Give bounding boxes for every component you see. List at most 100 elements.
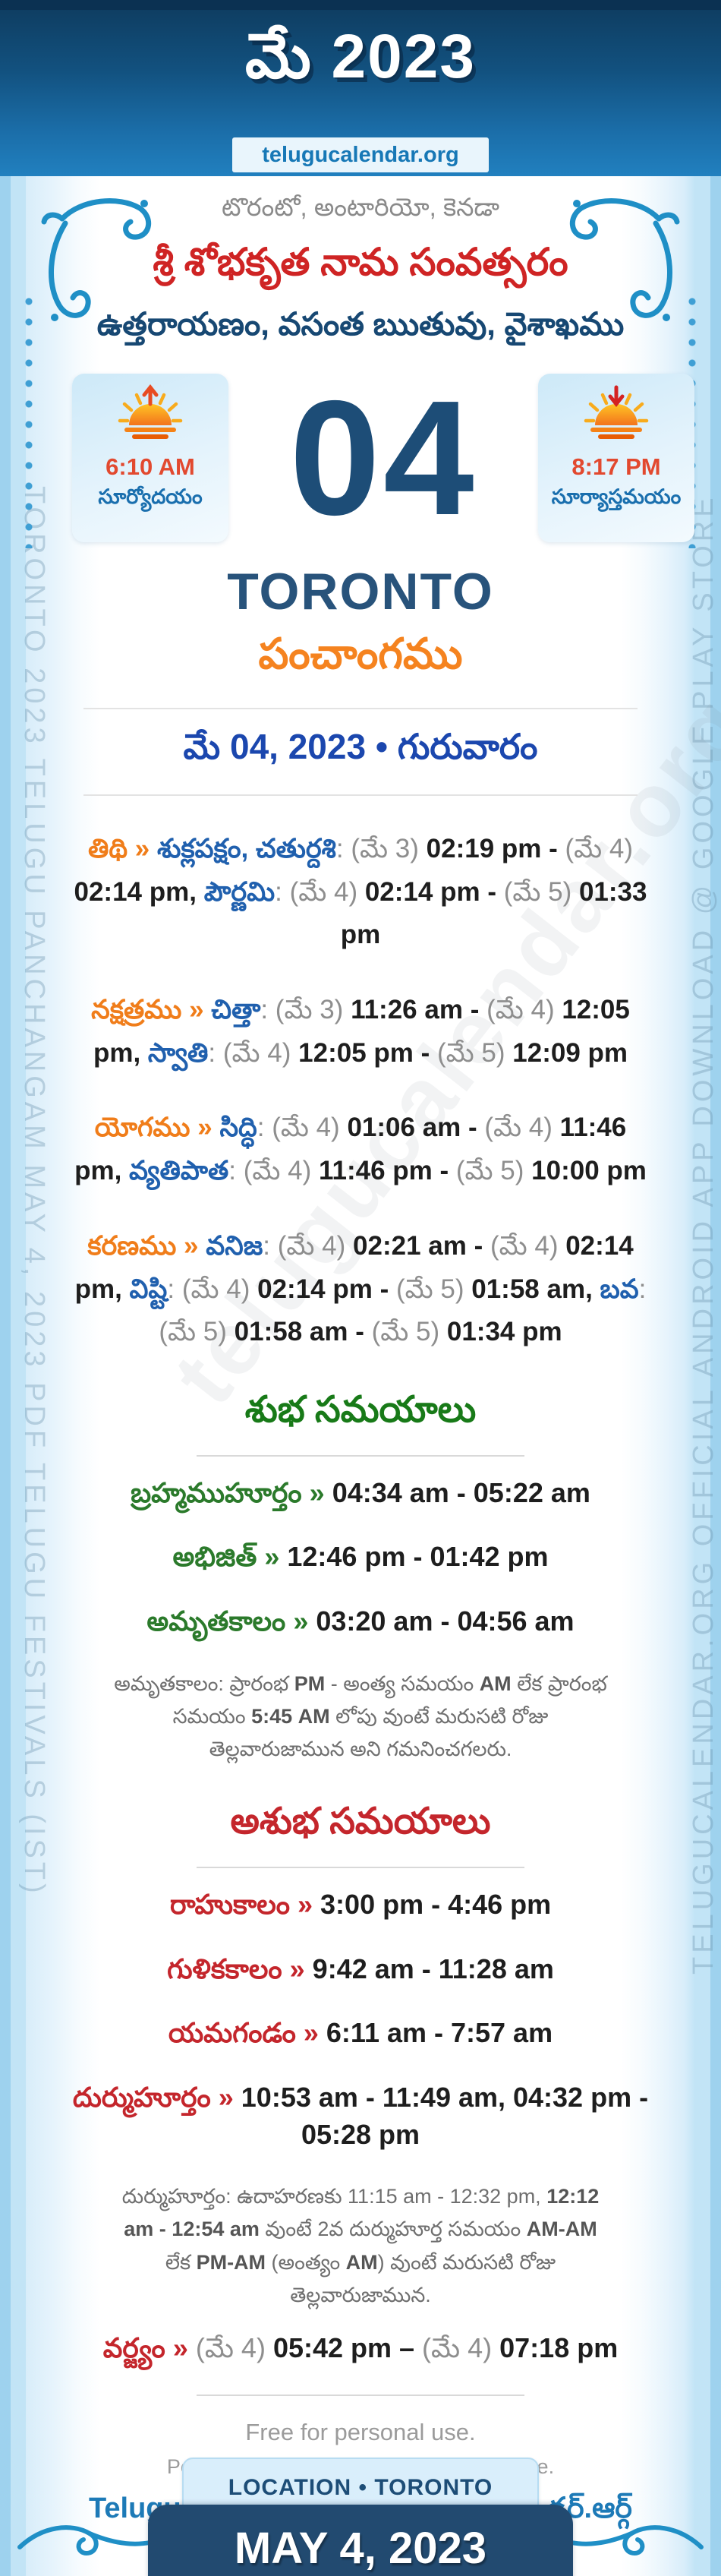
text-segment: లేక	[165, 2250, 197, 2274]
site-link[interactable]: telugucalendar.org	[232, 137, 489, 172]
text-segment: 12:12 am - 12:54 am	[124, 2185, 600, 2241]
text-segment: (మే 5)	[371, 1317, 447, 1347]
month-year-title: మే 2023	[245, 22, 476, 91]
text-segment: (మే 4)	[289, 876, 365, 907]
text-segment: దుర్ముహూర్తం: ఉదాహరణకు 11:15 am - 12:32 …	[121, 2185, 547, 2208]
text-segment: 01:06 am	[347, 1113, 461, 1143]
text-segment: బ్రహ్మముహూర్తం	[131, 1476, 302, 1508]
text-segment: 11:46 pm	[74, 1113, 627, 1186]
text-segment: PM-AM	[196, 2250, 266, 2274]
text-segment: »	[257, 1541, 288, 1573]
text-segment: –	[392, 2331, 423, 2363]
sunrise-label: సూర్యోదయం	[98, 485, 203, 508]
text-segment: »	[190, 1113, 220, 1143]
durmuhurtam-row: దుర్ముహూర్తం » 10:53 am - 11:49 am, 04:3…	[72, 2079, 649, 2153]
text-segment: 01:34 pm	[446, 1317, 562, 1347]
text-segment: »	[176, 1230, 206, 1261]
text-segment: 5:45 AM	[251, 1704, 330, 1728]
text-segment: (మే 4)	[422, 2331, 500, 2363]
text-segment: 9:42 am - 11:28 am	[312, 1953, 554, 1984]
text-segment: ,	[115, 1274, 130, 1304]
text-segment: -	[480, 876, 504, 907]
text-segment: ,	[114, 1156, 130, 1186]
text-segment: చిత్తా	[211, 995, 261, 1025]
text-segment: (అంత్యం	[266, 2250, 346, 2274]
text-segment: PM	[294, 1672, 326, 1695]
samvatsaram-line: శ్రీ శోభకృత నామ సంవత్సరం	[153, 241, 568, 283]
text-segment: 02:14 pm	[74, 1230, 634, 1304]
text-segment: :	[208, 1037, 223, 1068]
city-title: TORONTO	[227, 563, 494, 620]
text-segment: :	[335, 834, 351, 863]
text-segment: 05:42 pm	[272, 2331, 392, 2363]
sunset-time: 8:17 PM	[571, 453, 661, 480]
sunrise-icon	[115, 384, 185, 445]
text-segment: »	[181, 995, 212, 1025]
date-banner: MAY 4, 2023	[148, 2505, 573, 2576]
text-segment: వనిజ	[206, 1230, 263, 1261]
text-segment: 11:46 pm	[318, 1156, 433, 1186]
text-segment: 01:58 am	[471, 1274, 586, 1304]
text-segment: ) వుంటే మరుసటి రోజు తెల్లవారుజామున.	[290, 2250, 556, 2306]
text-segment: »	[285, 1605, 316, 1637]
shubha-heading: శుభ సమయాలు	[244, 1389, 477, 1430]
text-segment: :	[275, 876, 290, 907]
varjyam-row: వర్జ్యం » (మే 4) 05:42 pm – (మే 4) 07:18…	[72, 2330, 649, 2367]
text-segment: (మే 4)	[181, 1274, 258, 1304]
tithi-line: తిథి » శుక్లపక్షం, చతుర్దశి: (మే 3) 02:1…	[72, 828, 649, 957]
text-segment: పౌర్ణమి	[203, 876, 275, 907]
dotted-border-left	[25, 298, 33, 548]
text-segment: :	[260, 995, 275, 1025]
gulikakalam-row: గుళికకాలం » 9:42 am - 11:28 am	[72, 1951, 649, 1988]
text-segment: »	[165, 2331, 196, 2363]
brahma-muhurtam-row: బ్రహ్మముహూర్తం » 04:34 am - 05:22 am	[72, 1475, 649, 1512]
text-segment: (మే 4)	[565, 834, 634, 863]
text-segment: 01:33 pm	[340, 876, 647, 950]
text-segment: గుళికకాలం	[167, 1953, 282, 1984]
location-line: టొరంటో, అంటారియో, కెనడా	[221, 193, 500, 221]
text-segment: (మే 5)	[455, 1156, 532, 1186]
text-segment: వ్యతిపాత	[129, 1156, 229, 1186]
text-segment: 6:11 am - 7:57 am	[326, 2017, 553, 2049]
text-segment: రాహుకాలం	[169, 1889, 290, 1921]
free-use-text: Free for personal use.	[245, 2418, 476, 2445]
text-segment: -	[432, 1156, 456, 1186]
text-segment: (మే 4)	[195, 2331, 273, 2363]
text-segment: నక్షత్రము	[91, 995, 182, 1025]
text-segment: :	[167, 1274, 182, 1304]
text-segment: ,	[189, 876, 204, 907]
corner-flourish-icon	[553, 187, 682, 335]
text-segment: -	[541, 834, 565, 863]
text-segment: లేక ప్రారంభ సమయం	[172, 1672, 607, 1728]
sunset-label: సూర్యాస్తమయం	[551, 485, 682, 508]
text-segment: 02:21 am	[353, 1230, 467, 1261]
text-segment: (మే 3)	[275, 995, 351, 1025]
text-segment: :	[257, 1113, 272, 1143]
text-segment: కరణము	[87, 1230, 177, 1261]
text-segment: (మే 4)	[484, 1113, 560, 1143]
amrutakalam-note: అమృతకాలం: ప్రారంభ PM - అంత్య సమయం AM లేక…	[110, 1668, 611, 1766]
text-segment: -	[466, 1230, 490, 1261]
karanam-line: కరణము » వనిజ: (మే 4) 02:21 am - (మే 4) 0…	[72, 1225, 649, 1354]
text-segment: ,	[585, 1274, 600, 1304]
text-segment: వుంటే 2వ దుర్ముహూర్త సమయం	[259, 2218, 527, 2241]
text-segment: ,	[133, 1037, 148, 1068]
panchangam-title: పంచాంగము	[258, 630, 463, 677]
nakshatram-line: నక్షత్రము » చిత్తా: (మే 3) 11:26 am - (మ…	[72, 989, 649, 1075]
text-segment: (మే 4)	[272, 1113, 348, 1143]
text-segment: »	[295, 2017, 326, 2049]
text-segment: 12:46 pm - 01:42 pm	[287, 1541, 549, 1573]
sunrise-card: 6:10 AM సూర్యోదయం	[72, 374, 228, 542]
text-segment: (మే 3)	[351, 834, 427, 863]
corner-flourish-icon	[39, 187, 168, 335]
divider	[197, 2394, 524, 2396]
text-segment: (మే 5)	[395, 1274, 472, 1304]
text-segment: బవ	[600, 1274, 639, 1304]
date-line: మే 04, 2023 • గురువారం	[183, 727, 538, 766]
text-segment: 02:14 pm	[257, 1274, 373, 1304]
amrutakalam-row: అమృతకాలం » 03:20 am - 04:56 am	[72, 1603, 649, 1640]
text-segment: -	[462, 995, 487, 1025]
rahukalam-row: రాహుకాలం » 3:00 pm - 4:46 pm	[72, 1886, 649, 1924]
date-banner-text: MAY 4, 2023	[234, 2524, 487, 2573]
